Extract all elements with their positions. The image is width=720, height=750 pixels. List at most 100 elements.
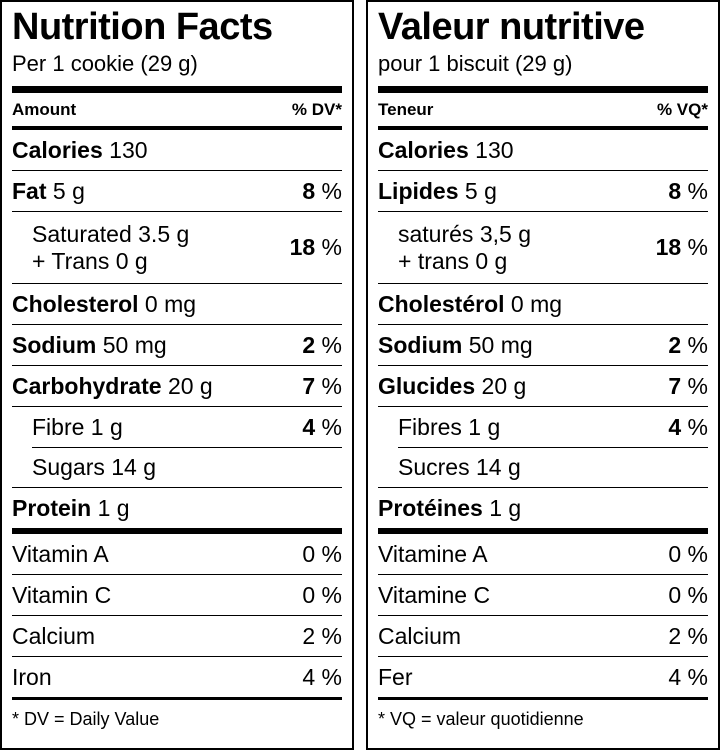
nutrient-name: Sucres <box>398 453 470 480</box>
line: Sodium 50 mg <box>12 332 167 359</box>
line: Fibres 1 g <box>398 414 500 441</box>
dv-number: 2 <box>668 331 682 358</box>
nutrient-amount: 20 g <box>481 372 527 399</box>
nutrient-name: Sugars <box>32 453 105 480</box>
nutrient-name: Carbohydrate <box>12 372 162 399</box>
daily-value: 2 % <box>668 332 708 359</box>
nutrient-amount: 14 g <box>111 453 157 480</box>
nutrient-row: Protéines 1 g <box>378 488 708 534</box>
nutrient-row: Sugars 14 g <box>12 447 342 488</box>
nutrient-row: Calories 130 <box>378 130 708 171</box>
vitamin-name: Iron <box>12 663 52 690</box>
nutrient-amount: 50 mg <box>102 331 167 358</box>
line: Fibre 1 g <box>32 414 123 441</box>
line: Sugars 14 g <box>32 454 156 481</box>
daily-value: 7 % <box>302 373 342 400</box>
nutrient-amount: 20 g <box>167 372 213 399</box>
line: Calories 130 <box>12 137 148 164</box>
nutrient-row: Saturated 3.5 g + Trans 0 g 18 % <box>12 212 342 284</box>
panel-inner: Nutrition Facts Per 1 cookie (29 g) Amount… <box>12 2 342 748</box>
nutrient-amount: 50 mg <box>468 331 533 358</box>
line: Sucres 14 g <box>398 454 521 481</box>
vitamin-name: Vitamine A <box>378 540 488 567</box>
nutrient-name: Calories <box>378 136 469 163</box>
nutrient-row: Cholestérol 0 mg <box>378 284 708 325</box>
nutrient-name: Saturated <box>32 220 132 247</box>
nutrient-row: Sodium 50 mg 2 % <box>12 325 342 366</box>
vitamin-dv: 4 % <box>302 663 342 690</box>
nutrient-name: Sodium <box>378 331 463 358</box>
nutrient-row: Carbohydrate 20 g 7 % <box>12 366 342 407</box>
nutrient-row: Fibre 1 g 4 % <box>12 407 342 448</box>
nutrient-name: Protéines <box>378 494 483 521</box>
vitamin-row: Vitamin A 0 % <box>12 534 342 575</box>
nutrient-amount: 3.5 g <box>138 220 190 247</box>
footnote: * DV = Daily Value <box>12 709 160 729</box>
dv-percent: % <box>321 372 342 399</box>
line: Protéines 1 g <box>378 495 521 522</box>
nutrient: Sucres 14 g <box>398 454 521 481</box>
nutrient-amount: 0 mg <box>510 290 563 317</box>
vitamin-row: Iron 4 % <box>12 657 342 700</box>
vitamin-name: Calcium <box>12 622 96 649</box>
nutrient: Lipides 5 g <box>378 178 497 205</box>
dv-percent: % <box>687 331 708 358</box>
vitamin-dv: 0 % <box>302 581 342 608</box>
nutrient: Saturated 3.5 g + Trans 0 g <box>32 221 189 275</box>
nutrient: Calories 130 <box>12 137 148 164</box>
nutrient-line2: + Trans 0 g <box>32 247 148 274</box>
title: Nutrition Facts <box>12 6 273 48</box>
dv-number: 18 <box>289 234 316 260</box>
daily-value: 4 % <box>668 414 708 441</box>
vitamin-dv: 2 % <box>302 622 342 649</box>
vitamin-row: Fer 4 % <box>378 657 708 700</box>
nutrient: Sodium 50 mg <box>378 332 533 359</box>
nutrient-amount: 3,5 g <box>479 220 531 247</box>
nutrient: Protéines 1 g <box>378 495 521 522</box>
line: Sodium 50 mg <box>378 332 533 359</box>
title: Valeur nutritive <box>378 6 645 48</box>
nutrient-name: Glucides <box>378 372 476 399</box>
vitamin-dv: 0 % <box>668 581 708 608</box>
nutrient: Cholesterol 0 mg <box>12 291 196 318</box>
daily-value: 4 % <box>302 414 342 441</box>
vitamin-row: Calcium 2 % <box>378 616 708 657</box>
nutrient: Calories 130 <box>378 137 514 164</box>
nutrient-amount: 5 g <box>52 177 85 204</box>
dv-percent: % <box>687 177 708 204</box>
vitamin-name: Calcium <box>378 622 462 649</box>
nutrient-amount: 130 <box>475 136 514 163</box>
panel-fr: Valeur nutritive pour 1 biscuit (29 g) Ten… <box>366 0 720 750</box>
nutrient-row: Fibres 1 g 4 % <box>378 407 708 448</box>
nutrient-name: Protein <box>12 494 92 521</box>
dv-percent: % <box>321 413 342 440</box>
daily-value: 18 % <box>290 234 342 261</box>
vitamin-row: Vitamine A 0 % <box>378 534 708 575</box>
nutrient-row: saturés 3,5 g + trans 0 g 18 % <box>378 212 708 284</box>
dv-number: 8 <box>668 177 682 204</box>
nutrient: Protein 1 g <box>12 495 130 522</box>
nutrient-name: Sodium <box>12 331 97 358</box>
dv-number: 7 <box>302 372 316 399</box>
nutrient-amount: 1 g <box>489 494 522 521</box>
rule <box>378 86 708 93</box>
nutrient-row: Sucres 14 g <box>378 447 708 488</box>
nutrient-amount: 5 g <box>464 177 497 204</box>
line: saturés 3,5 g <box>398 221 531 248</box>
vitamin-dv: 4 % <box>668 663 708 690</box>
nutrient-amount: 0 mg <box>144 290 197 317</box>
nutrient-amount: 14 g <box>475 453 521 480</box>
line: Cholesterol 0 mg <box>12 291 196 318</box>
dv-percent: % <box>687 372 708 399</box>
nutrient-amount: 1 g <box>97 494 130 521</box>
dv-number: 8 <box>302 177 316 204</box>
nutrient: saturés 3,5 g + trans 0 g <box>398 221 531 275</box>
nutrient: Fibres 1 g <box>398 414 500 441</box>
vitamin-name: Vitamine C <box>378 581 491 608</box>
daily-value: 2 % <box>302 332 342 359</box>
vitamin-dv: 0 % <box>302 540 342 567</box>
vitamin-row: Calcium 2 % <box>12 616 342 657</box>
nutrient-row: Lipides 5 g 8 % <box>378 171 708 212</box>
line: Carbohydrate 20 g <box>12 373 213 400</box>
line: Calories 130 <box>378 137 514 164</box>
